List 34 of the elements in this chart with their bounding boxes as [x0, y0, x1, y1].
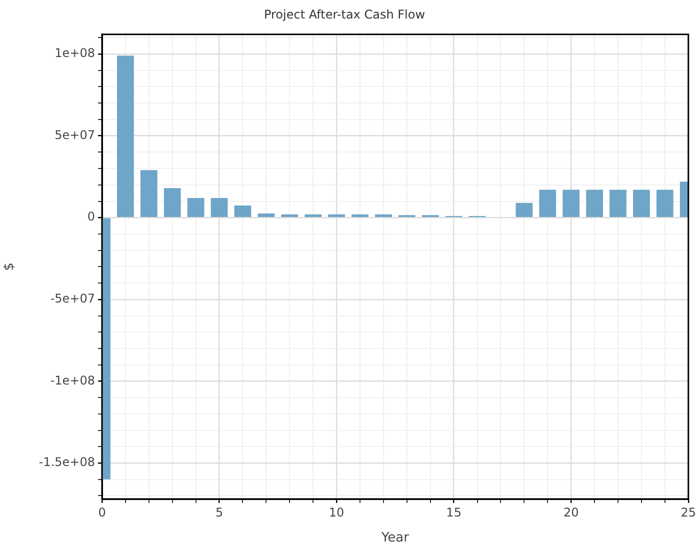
bar: [210, 198, 228, 218]
bar: [375, 214, 392, 218]
bar: [562, 190, 580, 218]
bar: [234, 206, 252, 218]
bar: [586, 190, 603, 218]
bar: [140, 170, 158, 218]
bar: [516, 202, 533, 218]
x-tick-label: 10: [328, 505, 344, 520]
bar: [610, 190, 626, 218]
bar: [633, 190, 650, 218]
y-tick-label: -1.5e+08: [38, 455, 95, 470]
x-tick-label: 25: [680, 505, 696, 520]
x-tick-label: 5: [215, 505, 224, 520]
bar: [117, 56, 134, 218]
x-tick-label: 15: [446, 505, 462, 520]
bar: [304, 214, 322, 218]
bar: [539, 190, 556, 218]
x-tick-label: 20: [563, 505, 579, 520]
bar: [164, 188, 181, 218]
bar: [352, 214, 368, 218]
chart-title: Project After-tax Cash Flow: [264, 7, 426, 22]
y-tick-label: 5e+07: [54, 128, 95, 142]
bar: [656, 190, 674, 218]
bar: [281, 214, 298, 218]
bar: [328, 214, 345, 218]
y-tick-label: -5e+07: [50, 292, 95, 306]
y-tick-label: 0: [87, 210, 95, 224]
x-axis-title: Year: [380, 530, 410, 546]
y-tick-label: 1e+08: [54, 46, 95, 60]
x-tick-label: 0: [98, 505, 106, 520]
bar: [258, 214, 275, 218]
y-axis-title: $: [2, 262, 18, 271]
bar: [187, 198, 204, 218]
y-tick-label: -1e+08: [50, 373, 95, 388]
